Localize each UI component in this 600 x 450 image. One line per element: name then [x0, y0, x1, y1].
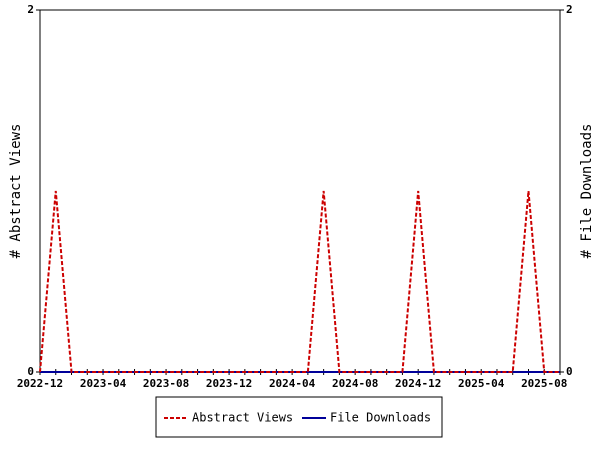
legend-box [155, 396, 443, 438]
x-tick-label: 2022-12 [17, 377, 63, 390]
x-tick-label: 2025-04 [458, 377, 505, 390]
y2-tick-label: 0 [566, 365, 573, 378]
x-tick-label: 2024-08 [332, 377, 378, 390]
x-tick-label: 2023-12 [206, 377, 252, 390]
x-tick-label: 2024-04 [269, 377, 316, 390]
y2-axis-title: # File Downloads [579, 124, 595, 259]
legend-label: Abstract Views [192, 411, 293, 425]
y2-tick-label: 2 [566, 3, 573, 16]
series-line [39, 190, 560, 373]
x-tick-label: 2023-04 [80, 377, 127, 390]
x-tick-label: 2024-12 [395, 377, 441, 390]
plot-frame [39, 9, 561, 373]
y-tick-label: 0 [27, 365, 34, 378]
y-tick-label: 2 [27, 3, 34, 16]
x-tick-label: 2025-08 [521, 377, 567, 390]
x-tick-label: 2023-08 [143, 377, 189, 390]
y-axis-title: # Abstract Views [8, 124, 24, 259]
legend-label: File Downloads [330, 411, 431, 425]
